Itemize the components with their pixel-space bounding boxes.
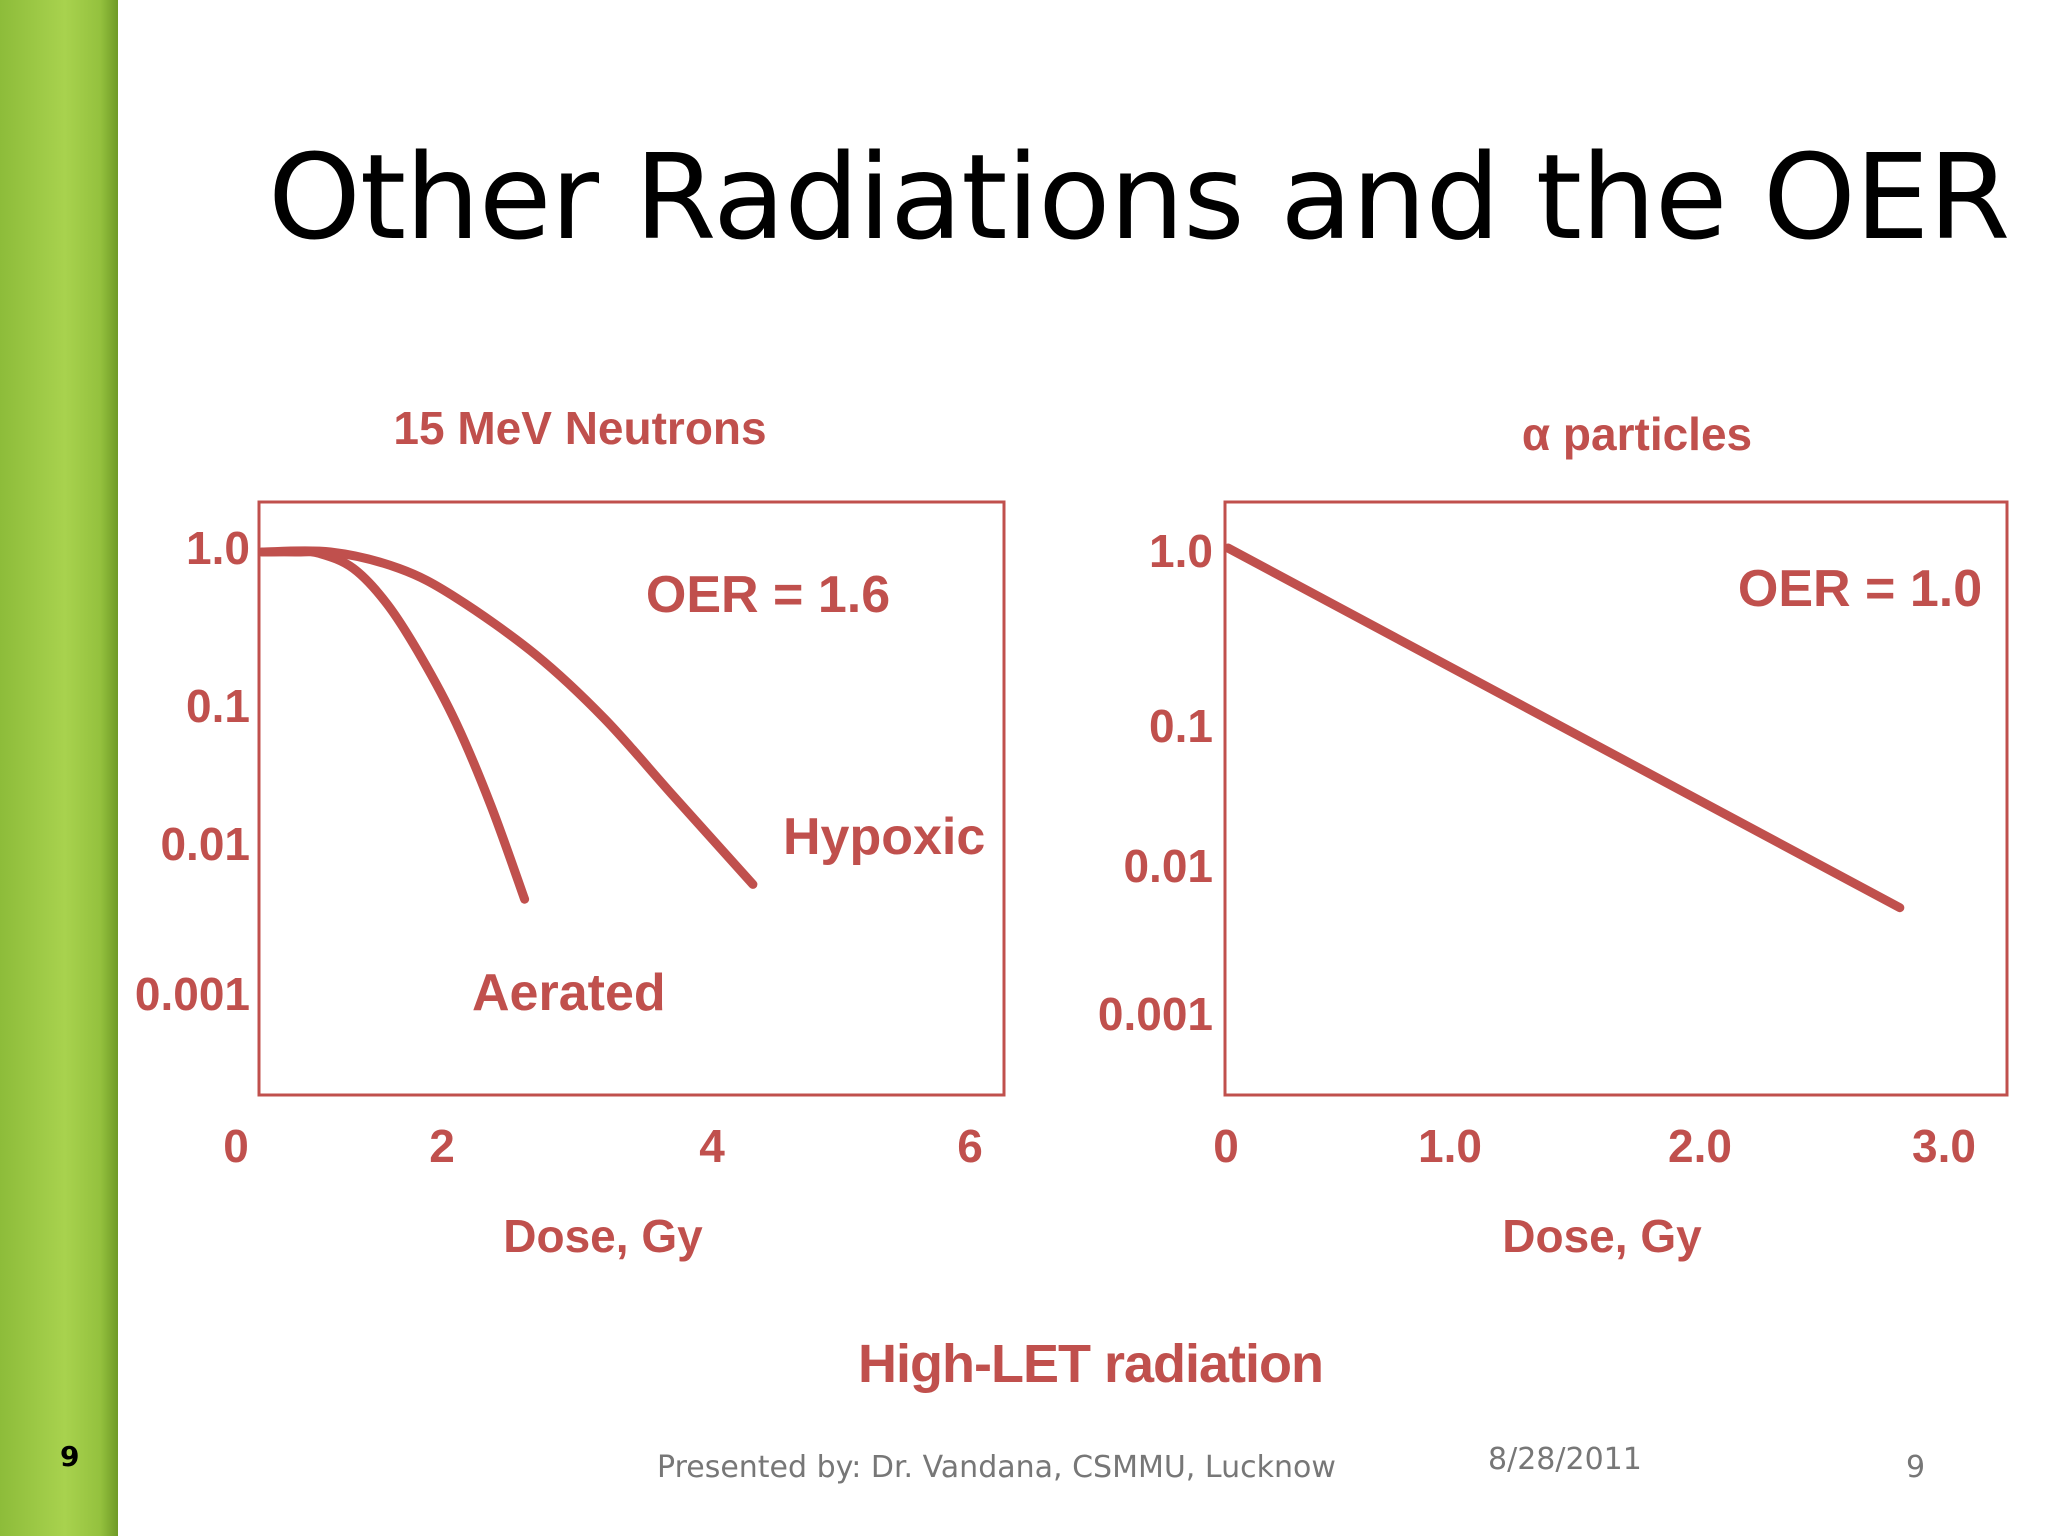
- sidebar-slide-number: 9: [60, 1440, 80, 1473]
- x-tick-label: 1.0: [1418, 1120, 1482, 1172]
- chart-alpha-xlabel: Dose, Gy: [1502, 1210, 1702, 1262]
- series-label-aerated: Aerated: [472, 964, 666, 1022]
- footer-presenter: Presented by: Dr. Vandana, CSMMU, Luckno…: [657, 1450, 1336, 1485]
- chart-neutrons-annotation: OER = 1.6: [646, 566, 890, 624]
- y-tick-label: 0.001: [1098, 988, 1213, 1040]
- footer-page-number: 9: [1906, 1450, 1926, 1485]
- y-tick-label: 0.01: [1123, 840, 1213, 892]
- y-tick-label: 1.0: [186, 522, 250, 574]
- series-line-alpha: [1223, 543, 1905, 913]
- x-tick-label: 0: [1213, 1120, 1239, 1172]
- series-line-aerated: [257, 547, 530, 904]
- series-line-hypoxic: [257, 546, 758, 889]
- x-tick-label: 2: [429, 1120, 455, 1172]
- chart-neutrons-title: 15 MeV Neutrons: [393, 402, 766, 454]
- footer-date: 8/28/2011: [1488, 1442, 1642, 1477]
- slide-caption: High-LET radiation: [858, 1334, 1324, 1394]
- chart-alpha-annotation: OER = 1.0: [1738, 560, 1982, 618]
- series-label-hypoxic: Hypoxic: [783, 808, 985, 866]
- y-tick-label: 0.01: [160, 818, 250, 870]
- chart-neutrons: 15 MeV Neutrons 1.0 0.1 0.01 0.001 0 2 4 6 OER…: [135, 402, 1006, 1262]
- chart-alpha-title: α particles: [1522, 408, 1752, 460]
- y-tick-label: 0.1: [186, 680, 250, 732]
- y-tick-label: 0.001: [135, 968, 250, 1020]
- y-tick-label: 1.0: [1149, 525, 1213, 577]
- chart-neutrons-xlabel: Dose, Gy: [503, 1210, 703, 1262]
- sidebar-accent-bar: [0, 0, 118, 1536]
- chart-alpha-frame: [1223, 500, 2009, 1097]
- x-tick-label: 6: [957, 1120, 983, 1172]
- x-tick-label: 3.0: [1912, 1120, 1976, 1172]
- chart-alpha: α particles 1.0 0.1 0.01 0.001 0 1.0 2.0 3.0 O…: [1098, 408, 2009, 1262]
- x-tick-label: 2.0: [1668, 1120, 1732, 1172]
- chart-neutrons-frame: [257, 500, 1006, 1097]
- x-tick-label: 0: [223, 1120, 249, 1172]
- y-tick-label: 0.1: [1149, 700, 1213, 752]
- slide-title: Other Radiations and the OER: [268, 128, 2010, 266]
- x-tick-label: 4: [699, 1120, 725, 1172]
